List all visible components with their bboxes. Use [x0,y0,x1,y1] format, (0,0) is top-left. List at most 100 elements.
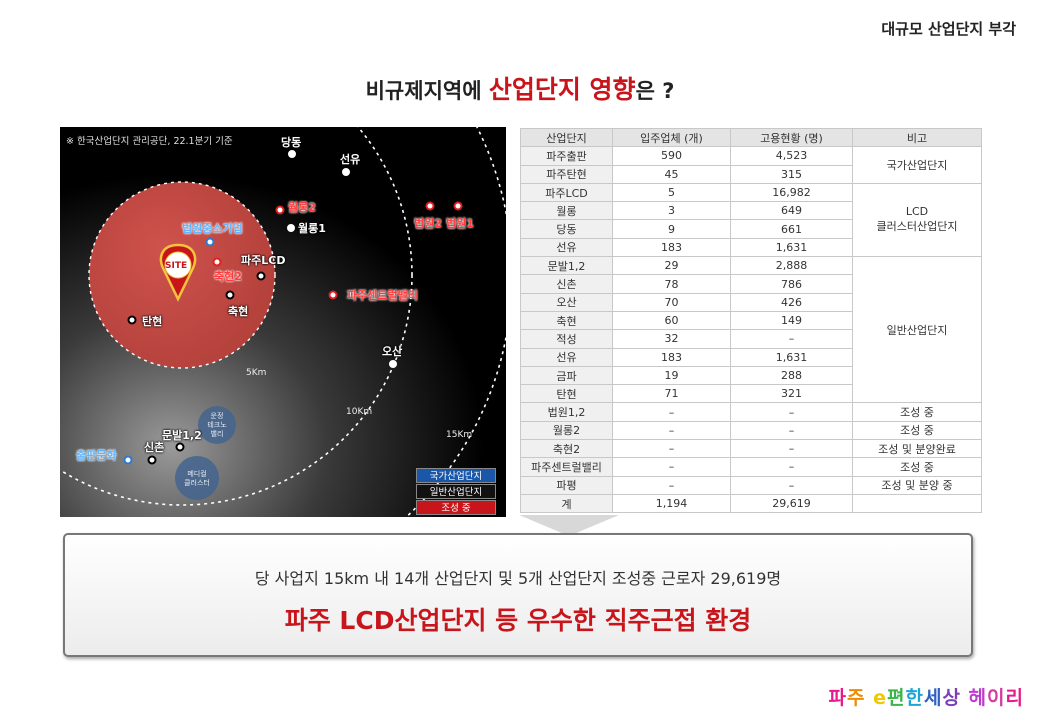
label-wollong1: 월롱1 [298,222,326,235]
blob-medical-cluster [175,456,219,500]
cell-companies: – [612,420,731,441]
brand-char: e [873,687,887,709]
point-chulpan [123,455,133,465]
cell-employment: 2,888 [730,256,853,276]
table-row: 선유 183 1,631 [520,237,982,258]
label-wollong2: 월롱2 [288,201,316,214]
blob-techno-valley [198,406,236,444]
table-row: 축현 60 149 [520,310,982,331]
table-row: 파주출판 590 4,523 국가산업단지 [520,146,982,184]
brand-char: 한 [905,687,924,709]
cell-name: 선유 [520,237,613,258]
page-headline: 비규제지역에 산업단지 영향은 ? [0,70,1040,106]
point-dangdong [288,150,296,158]
col-header-companies: 입주업체 (개) [612,127,731,148]
label-sinchon: 신촌 [144,441,165,454]
brand-char: 편 [886,687,906,709]
cell-companies: – [612,402,731,422]
map-graphic [60,127,506,517]
cell-companies: 19 [612,365,731,386]
point-wollong1 [287,224,295,232]
cell-companies: 32 [612,329,731,349]
point-osan [389,360,397,368]
ring-label-5km: 5Km [246,368,267,378]
cell-employment: 786 [730,274,853,294]
cell-employment: 1,631 [730,347,853,367]
cell-name: 오산 [520,292,613,312]
point-beobwon1 [453,201,463,211]
cell-remark: 조성 및 분양완료 [852,439,982,459]
label-chukhyeon2: 축현2 [214,270,242,283]
summary-line1: 당 사업지 15km 내 14개 산업단지 및 5개 산업단지 조성중 근로자 … [254,569,782,588]
point-beobwon2 [425,201,435,211]
brand-char: 헤 [968,687,988,709]
cell-employment: 426 [730,292,853,312]
label-munbal: 문발1,2 [162,429,202,442]
cell-companies: 70 [612,292,731,312]
cell-companies: 5 [612,182,731,203]
cell-employment: – [730,329,853,349]
point-sme [205,237,215,247]
table-row: 문발1,2 29 2,888 일반산업단지 [520,256,982,404]
ring-10km [60,127,413,506]
brand-char: 리 [1005,687,1024,709]
cell-name: 파평 [520,475,613,495]
cell-employment: – [730,475,853,495]
legend-national: 국가산업단지 [416,468,496,483]
cell-remark-national: 국가산업단지 [852,146,982,184]
cell-remark-general: 일반산업단지 [852,256,982,404]
point-tanhyeon [127,315,137,325]
point-wollong2 [275,205,285,215]
cell-companies: 183 [612,237,731,258]
point-chukhyeon2 [212,257,222,267]
table-row: 축현2 – – 조성 및 분양완료 [520,439,982,459]
table-row: 당동 9 661 [520,219,982,239]
cell-companies: 45 [612,164,731,184]
cell-remark: 조성 중 [852,402,982,422]
cell-employment: 1,631 [730,237,853,258]
cell-remark: 조성 중 [852,420,982,441]
col-header-remarks: 비고 [852,127,982,148]
down-arrow-icon [519,515,619,536]
section-title: 대규모 산업단지 부각 [881,20,1016,38]
table-row: 금파 19 288 [520,365,982,386]
blob2-line1: 메디컬 [187,470,207,478]
cell-name: 적성 [520,329,613,349]
blob1-line2: 테크노 [207,421,227,429]
cell-companies: – [612,475,731,495]
table-row: 파평 – – 조성 및 분양 중 [520,475,982,495]
site-label: SITE [165,261,188,271]
remark-lcd-line2: 클러스터산업단지 [876,220,958,234]
cell-remark: 조성 및 분양 중 [852,475,982,495]
cell-employment: 288 [730,365,853,386]
cell-companies: 9 [612,219,731,239]
label-beobwon1: 법원1 [446,217,474,230]
cell-name: 월롱2 [520,420,613,441]
brand-logo: 파주 e편한세상 헤이리 [829,683,1025,710]
table-total-row: 계 1,194 29,619 [520,493,982,514]
table-row: 월롱2 – – 조성 중 [520,420,982,441]
point-paju-central [328,290,338,300]
label-paju-lcd: 파주LCD [241,254,286,267]
cell-remark-lcd: LCD 클러스터산업단지 [852,182,982,258]
cell-employment: – [730,420,853,441]
point-sinchon [147,455,157,465]
cell-companies: – [612,439,731,459]
cell-employment: 661 [730,219,853,239]
cell-name: 파주탄현 [520,164,613,184]
cell-employment: – [730,439,853,459]
cell-name: 당동 [520,219,613,239]
cell-name: 파주출판 [520,146,613,166]
cell-companies: 78 [612,274,731,294]
map-source-note: ※ 한국산업단지 관리공단, 22.1분기 기준 [66,136,233,147]
label-chukhyeon: 축현 [228,305,249,318]
table-row: 월롱 3 649 [520,201,982,221]
label-osan: 오산 [382,345,403,358]
table-row: 오산 70 426 [520,292,982,312]
blob2-line2: 클러스터 [184,479,210,487]
table-row: 파주탄현 45 315 [520,164,982,184]
cell-name: 계 [520,493,613,514]
label-paju-central: 파주센트럴밸리 [347,289,418,302]
blob1-line1: 운정 [210,412,224,420]
cell-name: 탄현 [520,384,613,404]
